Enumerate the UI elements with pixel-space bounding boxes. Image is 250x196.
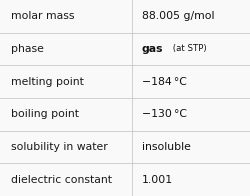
Text: −130 °C: −130 °C <box>141 109 186 119</box>
Text: dielectric constant: dielectric constant <box>11 175 112 185</box>
Text: insoluble: insoluble <box>141 142 190 152</box>
Text: melting point: melting point <box>11 77 84 87</box>
Text: molar mass: molar mass <box>11 11 74 21</box>
Text: 1.001: 1.001 <box>141 175 172 185</box>
Text: solubility in water: solubility in water <box>11 142 108 152</box>
Text: gas: gas <box>141 44 163 54</box>
Text: (at STP): (at STP) <box>169 44 205 54</box>
Text: −184 °C: −184 °C <box>141 77 186 87</box>
Text: 88.005 g/mol: 88.005 g/mol <box>141 11 214 21</box>
Text: phase: phase <box>11 44 44 54</box>
Text: boiling point: boiling point <box>11 109 79 119</box>
